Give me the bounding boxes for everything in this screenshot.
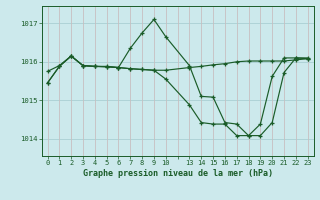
X-axis label: Graphe pression niveau de la mer (hPa): Graphe pression niveau de la mer (hPa) [83,169,273,178]
